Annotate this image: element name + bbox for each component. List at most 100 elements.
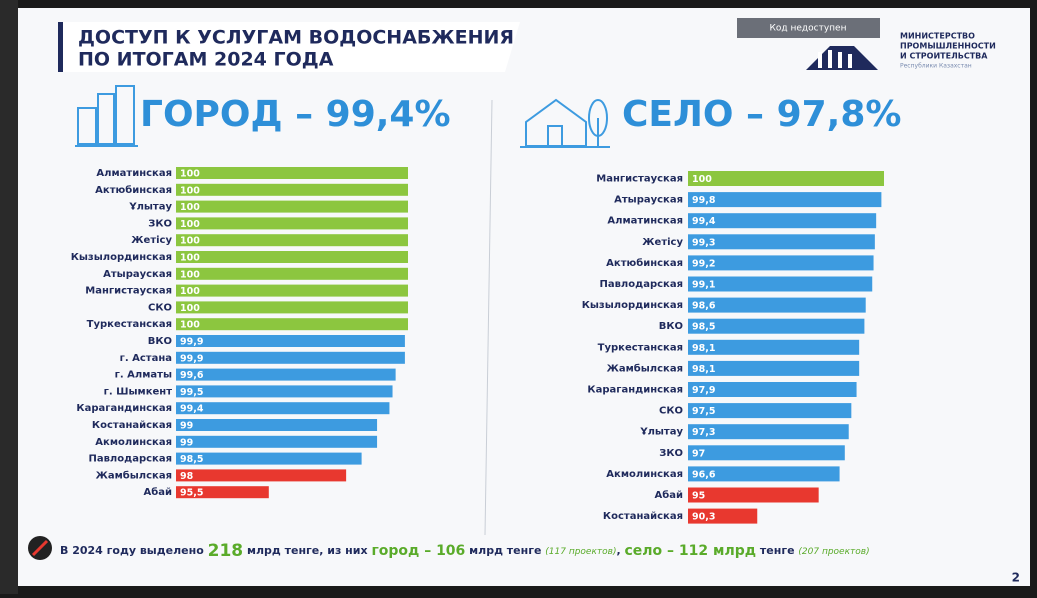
category-label: Жетісу bbox=[642, 237, 683, 248]
value-label: 99,9 bbox=[180, 337, 203, 348]
category-label: Актюбинская bbox=[95, 184, 172, 196]
ministry-name: МИНИСТЕРСТВО bbox=[900, 32, 975, 41]
chart-title: СЕЛО – 97,8% bbox=[622, 94, 901, 135]
category-label: Жамбылская bbox=[96, 469, 172, 481]
bar bbox=[176, 285, 408, 297]
bar bbox=[176, 419, 377, 431]
value-label: 99,4 bbox=[692, 216, 716, 227]
category-label: СКО bbox=[659, 406, 683, 417]
value-label: 99 bbox=[180, 421, 193, 432]
category-label: ЗКО bbox=[659, 448, 683, 459]
value-label: 99,3 bbox=[692, 237, 715, 248]
bar bbox=[176, 268, 408, 280]
header-accent bbox=[58, 22, 63, 72]
category-label: ВКО bbox=[148, 336, 172, 347]
value-label: 99,5 bbox=[180, 387, 203, 398]
value-label: 98,5 bbox=[692, 322, 715, 333]
footer-amount: 218 bbox=[208, 541, 244, 561]
value-label: 100 bbox=[180, 185, 200, 196]
bar bbox=[176, 402, 389, 414]
value-label: 98 bbox=[180, 471, 194, 482]
bar bbox=[688, 445, 845, 460]
value-label: 99,9 bbox=[180, 353, 203, 364]
bar bbox=[688, 255, 874, 270]
value-label: 100 bbox=[180, 286, 200, 297]
value-label: 97,9 bbox=[692, 385, 715, 396]
frame bbox=[0, 0, 18, 594]
value-label: 98,1 bbox=[692, 364, 715, 375]
value-label: 96,6 bbox=[692, 469, 716, 480]
bar bbox=[176, 369, 396, 381]
category-label: г. Алматы bbox=[115, 370, 172, 381]
value-label: 99,6 bbox=[180, 370, 204, 381]
ministry-country: Республики Казахстан bbox=[900, 63, 972, 70]
bar bbox=[176, 469, 346, 481]
category-label: Мангистауская bbox=[596, 174, 683, 185]
value-label: 98,5 bbox=[180, 454, 203, 465]
value-label: 100 bbox=[180, 269, 200, 280]
code-badge-text: Код недоступен bbox=[770, 24, 847, 34]
value-label: 90,3 bbox=[692, 512, 715, 523]
category-label: Акмолинская bbox=[95, 437, 172, 448]
value-label: 95 bbox=[692, 491, 705, 502]
bar bbox=[176, 201, 408, 213]
value-label: 97,5 bbox=[692, 406, 715, 417]
category-label: Кызылординская bbox=[582, 300, 683, 311]
footer-part: В 2024 году выделено bbox=[60, 544, 204, 557]
footer-projects: (117 проектов) bbox=[545, 547, 616, 557]
value-label: 99 bbox=[180, 437, 193, 448]
bar bbox=[176, 184, 408, 196]
bar bbox=[688, 488, 819, 503]
value-label: 97 bbox=[692, 448, 705, 459]
value-label: 99,2 bbox=[692, 258, 715, 269]
category-label: Алматинская bbox=[607, 216, 683, 227]
footer-projects: (207 проектов) bbox=[798, 547, 869, 557]
category-label: Кызылординская bbox=[71, 252, 172, 263]
category-label: Карагандинская bbox=[76, 403, 172, 414]
category-label: ВКО bbox=[659, 321, 683, 332]
footer-part: млрд тенге, из них bbox=[247, 544, 368, 557]
bar bbox=[176, 234, 408, 246]
bar bbox=[688, 192, 881, 207]
value-label: 100 bbox=[180, 202, 200, 213]
category-label: Ұлытау bbox=[639, 427, 683, 438]
bar bbox=[688, 277, 872, 292]
value-label: 100 bbox=[692, 174, 712, 185]
category-label: г. Астана bbox=[120, 353, 172, 364]
value-label: 99,4 bbox=[180, 404, 204, 415]
category-label: г. Шымкент bbox=[104, 386, 173, 397]
value-label: 100 bbox=[180, 169, 200, 180]
header-title: ДОСТУП К УСЛУГАМ ВОДОСНАБЖЕНИЯ bbox=[78, 27, 514, 49]
bar bbox=[176, 167, 408, 179]
bar bbox=[688, 213, 876, 228]
bar bbox=[176, 453, 362, 465]
value-label: 99,8 bbox=[692, 195, 716, 206]
category-label: СКО bbox=[148, 302, 172, 313]
ministry-name: ПРОМЫШЛЕННОСТИ bbox=[900, 42, 996, 51]
bar bbox=[176, 217, 408, 229]
category-label: Павлодарская bbox=[599, 279, 683, 290]
category-label: Туркестанская bbox=[598, 342, 683, 353]
value-label: 98,6 bbox=[692, 301, 716, 312]
category-label: Актюбинская bbox=[606, 257, 683, 269]
bar bbox=[176, 385, 393, 397]
category-label: Костанайская bbox=[603, 511, 683, 522]
bar bbox=[176, 352, 405, 364]
value-label: 100 bbox=[180, 219, 200, 230]
bar bbox=[176, 251, 408, 263]
chart-title: ГОРОД – 99,4% bbox=[140, 94, 451, 135]
footer-village: село – 112 млрд bbox=[625, 543, 757, 559]
category-label: Абай bbox=[655, 489, 683, 501]
bar bbox=[176, 335, 405, 347]
value-label: 100 bbox=[180, 236, 200, 247]
category-label: Жамбылская bbox=[607, 362, 683, 374]
bar bbox=[176, 301, 408, 313]
value-label: 100 bbox=[180, 253, 200, 264]
footer-city: город – 106 bbox=[371, 543, 465, 559]
bar bbox=[688, 234, 875, 249]
page-number: 2 bbox=[1012, 571, 1020, 585]
bar bbox=[176, 318, 408, 330]
category-label: Павлодарская bbox=[88, 454, 172, 465]
value-label: 95,5 bbox=[180, 488, 203, 499]
category-label: Акмолинская bbox=[606, 469, 683, 480]
